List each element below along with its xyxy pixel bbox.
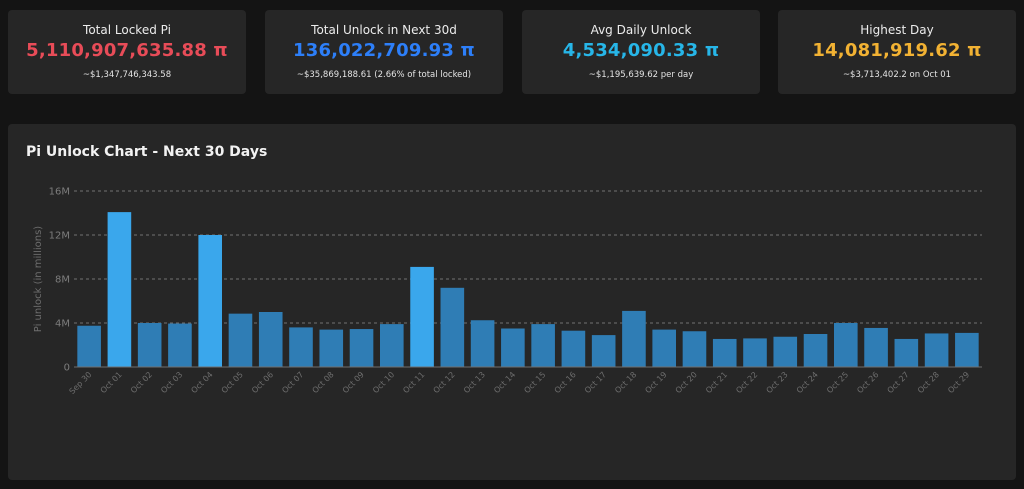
x-tick-label: Oct 17: [583, 370, 608, 395]
bar: [743, 338, 767, 367]
bar: [652, 329, 677, 367]
x-tick-label: Oct 02: [129, 370, 154, 395]
bar: [470, 320, 495, 367]
bar: [198, 235, 223, 367]
x-tick-label: Oct 05: [220, 370, 245, 395]
bar: [258, 312, 283, 367]
bar: [77, 325, 101, 367]
bar: [864, 327, 888, 367]
bar: [440, 287, 465, 367]
card-value: 5,110,907,635.88 π: [26, 40, 228, 61]
avg-daily-card: Avg Daily Unlock 4,534,090.33 π ~$1,195,…: [522, 10, 760, 94]
x-tick-label: Oct 10: [371, 370, 396, 395]
x-tick-label: Sep 30: [68, 370, 94, 396]
card-subtext: ~$3,713,402.2 on Oct 01: [842, 70, 952, 80]
bar: [137, 323, 162, 367]
bar: [379, 324, 404, 367]
bar: [410, 266, 434, 367]
y-tick-label: 8M: [55, 275, 70, 286]
bar: [319, 329, 344, 367]
card-subtext: ~$1,195,639.62 per day: [588, 70, 694, 80]
x-tick-label: Oct 06: [250, 370, 275, 395]
x-tick-label: Oct 14: [492, 370, 517, 395]
card-label: Total Unlock in Next 30d: [311, 23, 457, 37]
x-tick-label: Oct 11: [401, 370, 426, 395]
y-tick-label: 16M: [49, 187, 70, 198]
bar: [561, 330, 586, 367]
y-tick-label: 0: [64, 363, 70, 374]
bar: [168, 323, 192, 367]
total-unlock-card: Total Unlock in Next 30d 136,022,709.93 …: [265, 10, 503, 94]
bar: [501, 328, 525, 367]
x-tick-label: Oct 01: [99, 370, 124, 395]
bar: [833, 323, 858, 367]
x-tick-label: Oct 12: [432, 370, 457, 395]
x-tick-label: Oct 18: [613, 370, 638, 395]
x-tick-label: Oct 26: [855, 370, 880, 395]
card-subtext: ~$1,347,746,343.58: [82, 70, 172, 80]
x-tick-label: Oct 08: [311, 370, 336, 395]
unlock-bar-chart: 0 4M 8M 12M 16M Pi unlock (in millions) Sep 30…: [33, 187, 982, 396]
bar: [924, 333, 949, 367]
bar: [622, 310, 646, 367]
x-tick-label: Oct 13: [462, 370, 487, 395]
x-tick-label: Oct 23: [765, 370, 790, 395]
bar: [107, 212, 132, 367]
bar: [531, 324, 555, 367]
bar: [289, 327, 313, 367]
x-tick-label: Oct 20: [674, 370, 699, 395]
summary-cards: Total Locked Pi 5,110,907,635.88 π ~$1,3…: [8, 10, 1018, 94]
x-tick-label: Oct 22: [734, 370, 759, 395]
x-tick-label: Oct 03: [159, 370, 184, 395]
highest-day-card: Highest Day 14,081,919.62 π ~$3,713,402.…: [778, 10, 1016, 94]
x-tick-label: Oct 09: [341, 370, 366, 395]
bar: [955, 332, 979, 367]
x-tick-label: Oct 29: [946, 370, 971, 395]
bar: [349, 329, 374, 367]
x-tick-label: Oct 27: [886, 370, 911, 395]
y-axis-label: Pi unlock (in millions): [33, 226, 44, 333]
card-label: Avg Daily Unlock: [590, 23, 692, 37]
chart-title: Pi Unlock Chart - Next 30 Days: [26, 144, 268, 160]
x-tick-label: Oct 25: [825, 370, 850, 395]
card-value: 136,022,709.93 π: [293, 40, 475, 61]
x-tick-label: Oct 28: [916, 370, 941, 395]
bar: [894, 338, 919, 367]
bar: [773, 336, 798, 367]
x-tick-label: Oct 04: [189, 370, 214, 395]
x-tick-label: Oct 21: [704, 370, 729, 395]
x-tick-label: Oct 19: [643, 370, 668, 395]
bar: [591, 335, 616, 367]
card-value: 14,081,919.62 π: [812, 40, 982, 61]
total-locked-card: Total Locked Pi 5,110,907,635.88 π ~$1,3…: [8, 10, 246, 94]
chart-panel: Pi Unlock Chart - Next 30 Days 0 4M 8M 12M 1…: [8, 124, 1016, 480]
x-tick-label: Oct 15: [522, 370, 547, 395]
card-label: Highest Day: [860, 23, 934, 37]
x-tick-label: Oct 07: [280, 370, 305, 395]
y-tick-label: 12M: [49, 231, 70, 242]
bar: [712, 338, 737, 367]
card-value: 4,534,090.33 π: [562, 40, 720, 61]
y-tick-label: 4M: [55, 319, 70, 330]
x-tick-label: Oct 16: [553, 370, 578, 395]
x-tick-label: Oct 24: [795, 370, 820, 395]
bar: [228, 313, 253, 367]
bar: [803, 334, 828, 367]
bar: [682, 331, 707, 367]
card-label: Total Locked Pi: [83, 23, 171, 37]
card-subtext: ~$35,869,188.61 (2.66% of total locked): [296, 70, 472, 80]
